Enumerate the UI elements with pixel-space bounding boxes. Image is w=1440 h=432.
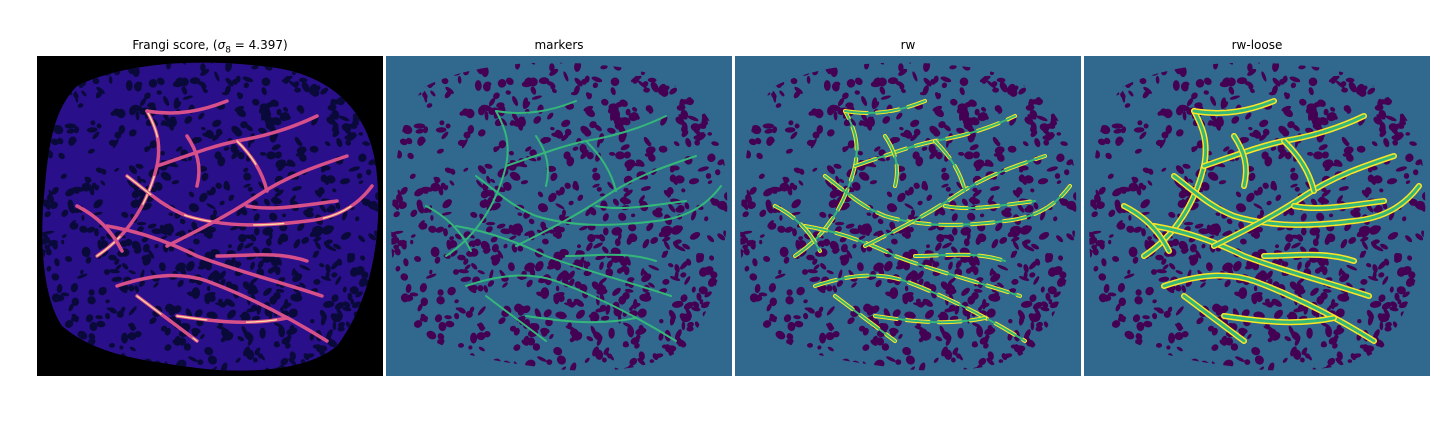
markers-image: [386, 56, 732, 376]
panel-title-rw-loose: rw-loose: [1231, 38, 1283, 52]
vessel: [1172, 174, 1421, 227]
tissue-texture: [391, 62, 728, 371]
vessel-highlight: [126, 175, 373, 226]
vessel: [515, 155, 697, 247]
vessel: [794, 110, 858, 257]
rw-loose-image: [1084, 56, 1430, 376]
vessel: [804, 225, 1021, 297]
vessel: [1282, 139, 1316, 193]
vessel: [824, 175, 1071, 226]
vessel: [874, 315, 986, 324]
vessel: [595, 200, 687, 210]
vessel: [525, 315, 637, 324]
vessel: [165, 154, 349, 248]
vessel: [834, 295, 896, 342]
rw-image: [735, 56, 1081, 376]
markers-canvas: [386, 56, 732, 376]
vessel: [864, 155, 1046, 247]
vessel: [774, 205, 821, 252]
vessel: [465, 274, 677, 342]
rw-loose-canvas: [1084, 56, 1430, 376]
vessel: [1192, 99, 1276, 115]
vessel: [1292, 199, 1386, 210]
vessel: [215, 253, 309, 263]
vessel: [75, 204, 124, 253]
vessel: [1232, 134, 1248, 188]
panel-title-frangi: Frangi score, (σ8 = 4.397): [132, 38, 288, 56]
vessel: [1152, 224, 1371, 298]
vessel: [1162, 274, 1376, 343]
vessel: [475, 175, 722, 226]
vessel: [145, 99, 229, 115]
vessel-highlight: [236, 140, 268, 192]
vessel: [1182, 294, 1246, 343]
vessel: [535, 135, 549, 187]
vessel: [1212, 154, 1396, 248]
vessel-highlight: [176, 315, 288, 323]
vessel: [495, 100, 577, 114]
vessel: [1222, 314, 1336, 324]
vessel: [914, 253, 1006, 262]
vessel: [115, 273, 329, 343]
vessel: [585, 140, 617, 192]
vessel-highlight: [96, 110, 160, 257]
frangi-score-canvas: [37, 56, 383, 376]
vessel: [1122, 204, 1171, 253]
vessel: [814, 274, 1026, 342]
vessel: [245, 199, 339, 210]
vessel-highlight: [136, 295, 198, 342]
rw-canvas: [735, 56, 1081, 376]
vessel: [944, 200, 1036, 210]
panel-title-markers: markers: [534, 38, 584, 52]
vessel: [884, 135, 898, 187]
vessel: [455, 225, 672, 297]
vessel: [105, 224, 324, 298]
frangi-score-image: [37, 56, 383, 376]
vessel: [185, 134, 201, 188]
vessel: [1262, 253, 1356, 263]
vessel: [844, 100, 926, 114]
vessel: [565, 253, 657, 262]
vessel: [485, 295, 547, 342]
vessel: [445, 110, 509, 257]
vessel: [934, 140, 966, 192]
vessel: [425, 205, 472, 252]
panel-title-rw: rw: [900, 38, 916, 52]
